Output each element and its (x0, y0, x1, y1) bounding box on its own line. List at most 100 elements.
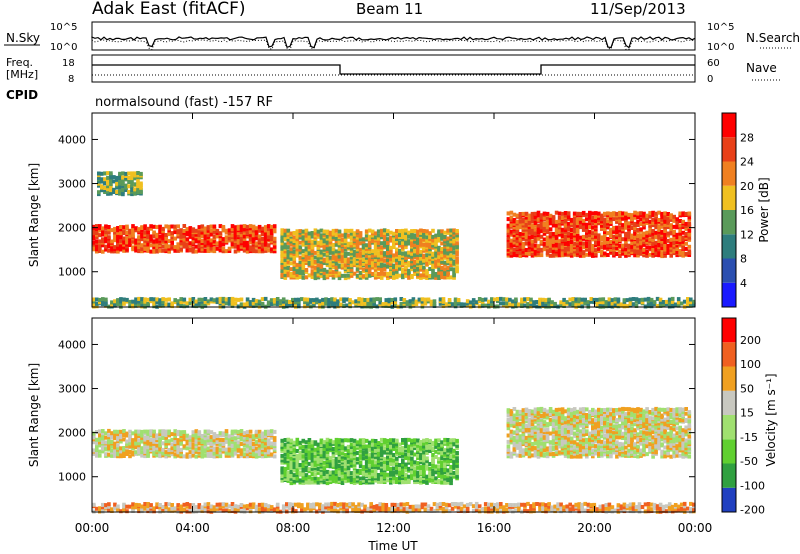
data-cell (530, 253, 535, 258)
data-cell (227, 453, 232, 458)
data-cell (434, 449, 438, 454)
data-cell (113, 433, 117, 438)
data-cell (437, 470, 441, 475)
data-cell (373, 448, 378, 453)
data-cell (352, 460, 357, 465)
data-cell (310, 239, 315, 244)
data-cell (286, 448, 291, 453)
data-cell (319, 271, 324, 276)
data-cell (569, 248, 574, 253)
data-cell (254, 228, 259, 233)
data-cell (375, 297, 379, 302)
data-cell (343, 455, 348, 460)
data-cell (361, 465, 366, 470)
data-cell (125, 236, 129, 241)
data-cell (337, 442, 342, 447)
data-cell (313, 453, 318, 458)
data-cell (224, 239, 229, 244)
data-cell (407, 452, 411, 457)
data-cell (343, 461, 348, 466)
data-cell (649, 302, 654, 307)
data-cell (678, 211, 682, 216)
data-cell (179, 297, 183, 302)
data-cell (527, 213, 532, 218)
data-cell (194, 301, 199, 306)
data-cell (283, 473, 288, 477)
data-cell (591, 233, 595, 238)
data-cell (343, 475, 348, 480)
data-cell (651, 223, 655, 228)
data-cell (275, 299, 280, 304)
data-cell (414, 302, 419, 306)
data-cell (364, 233, 369, 238)
data-cell (188, 450, 193, 455)
data-cell (434, 275, 438, 280)
data-cell (137, 301, 141, 306)
data-cell (379, 468, 384, 473)
colorbar-swatch (722, 161, 736, 186)
data-cell (307, 467, 312, 472)
data-cell (286, 266, 291, 270)
data-cell (373, 243, 378, 248)
data-cell (292, 231, 297, 235)
data-cell (512, 240, 517, 244)
data-cell (404, 473, 408, 477)
data-cell (352, 271, 357, 276)
data-cell (404, 265, 408, 270)
data-cell (566, 246, 571, 250)
data-cell (681, 239, 685, 244)
data-cell (557, 221, 562, 226)
data-cell (373, 273, 378, 278)
data-cell (236, 440, 241, 445)
data-cell (98, 233, 102, 238)
data-cell (443, 267, 447, 272)
data-cell (376, 265, 381, 270)
data-cell (581, 221, 586, 226)
data-cell (109, 191, 113, 196)
data-cell (289, 256, 294, 261)
data-cell (676, 303, 681, 308)
data-cell (158, 449, 162, 454)
data-cell (382, 456, 387, 461)
data-cell (398, 266, 402, 271)
data-cell (594, 223, 598, 228)
data-cell (434, 466, 438, 471)
data-cell (179, 247, 183, 252)
data-cell (538, 300, 542, 305)
data-cell (283, 237, 288, 242)
data-cell (280, 468, 284, 473)
data-cell (509, 241, 514, 246)
data-cell (447, 298, 452, 302)
data-cell (515, 245, 520, 250)
data-cell (446, 261, 450, 266)
data-cell (203, 230, 208, 235)
data-cell (330, 299, 334, 304)
data-cell (621, 211, 625, 216)
data-cell (440, 440, 444, 445)
data-cell (431, 237, 435, 241)
data-cell (206, 241, 211, 246)
data-cell (295, 466, 300, 471)
data-cell (651, 213, 655, 218)
data-cell (633, 253, 637, 258)
data-cell (295, 239, 300, 244)
data-cell (170, 442, 174, 447)
data-cell (646, 302, 651, 307)
data-cell (313, 447, 318, 452)
data-cell (358, 261, 363, 266)
data-cell (316, 243, 321, 248)
data-cell (286, 442, 291, 447)
data-cell (551, 245, 556, 250)
data-cell (319, 447, 324, 452)
data-cell (245, 443, 250, 448)
data-cell (410, 261, 414, 266)
data-cell (197, 236, 202, 241)
data-cell (588, 247, 592, 252)
data-cell (331, 473, 336, 478)
data-cell (331, 479, 336, 484)
data-cell (666, 247, 670, 251)
data-cell (407, 253, 411, 258)
data-cell (297, 304, 301, 309)
data-cell (446, 238, 450, 243)
data-cell (191, 246, 196, 251)
